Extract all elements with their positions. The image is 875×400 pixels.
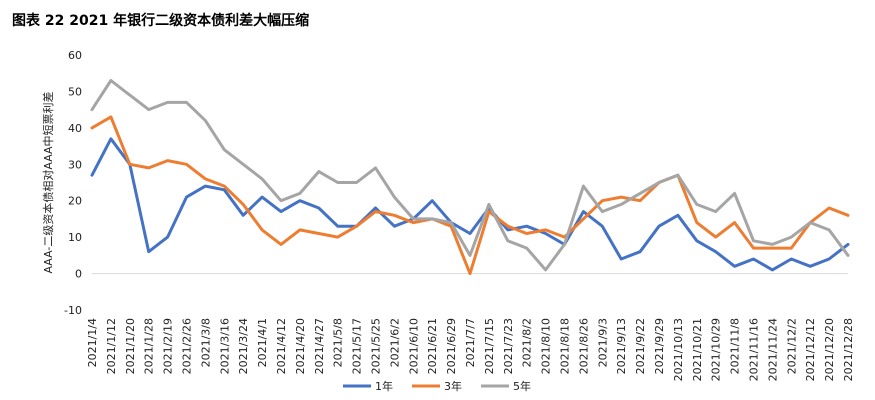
legend-label: 5年 [513,379,531,393]
legend-label: 3年 [444,379,462,393]
x-tick-label: 2021/9/3 [596,318,609,367]
x-tick-label: 2021/10/29 [710,318,723,381]
x-tick-label: 2021/2/26 [181,318,194,374]
x-tick-label: 2021/8/10 [540,318,553,374]
x-tick-label: 2021/1/20 [124,318,137,374]
y-tick-label: 30 [68,158,82,171]
x-tick-label: 2021/12/28 [842,318,855,381]
x-tick-label: 2021/12/12 [804,318,817,381]
x-tick-label: 2021/3/16 [218,318,231,374]
x-tick-label: 2021/11/8 [729,318,742,374]
y-tick-label: 60 [68,49,82,62]
x-tick-label: 2021/3/8 [199,318,212,367]
x-tick-label: 2021/1/28 [143,318,156,374]
x-tick-label: 2021/6/10 [407,318,420,374]
x-tick-label: 2021/6/21 [426,318,439,374]
x-tick-label: 2021/5/17 [351,318,364,374]
x-tick-label: 2021/4/27 [313,318,326,374]
y-axis-title: AAA-二级资本债相对AAA中短票利差 [41,91,55,273]
y-tick-label: 0 [75,268,82,281]
x-tick-label: 2021/7/7 [464,318,477,367]
x-tick-label: 2021/12/20 [823,318,836,381]
x-tick-label: 2021/7/15 [483,318,496,374]
x-tick-label: 2021/10/13 [672,318,685,381]
y-tick-label: 40 [68,122,82,135]
x-tick-label: 2021/6/29 [445,318,458,374]
x-tick-label: 2021/8/18 [559,318,572,374]
x-tick-label: 2021/1/4 [86,318,99,367]
y-tick-label: 20 [68,195,82,208]
chart-title: 图表 22 2021 年银行二级资本债利差大幅压缩 [12,13,310,29]
x-tick-label: 2021/11/16 [748,318,761,381]
legend-label: 1年 [375,379,393,393]
x-tick-label: 2021/12/2 [785,318,798,374]
x-tick-label: 2021/11/24 [766,318,779,381]
x-tick-label: 2021/9/13 [615,318,628,374]
series-line-1 [90,137,850,272]
x-tick-label: 2021/4/12 [275,318,288,374]
y-tick-label: 50 [68,85,82,98]
series-line-3 [90,79,850,272]
x-tick-label: 2021/5/25 [370,318,383,374]
x-tick-label: 2021/6/2 [388,318,401,367]
x-tick-label: 2021/4/20 [294,318,307,374]
x-tick-label: 2021/9/22 [634,318,647,374]
x-tick-label: 2021/2/19 [162,318,175,374]
x-tick-label: 2021/8/26 [577,318,590,374]
series-line-2 [90,115,850,276]
x-tick-label: 2021/10/21 [691,318,704,381]
x-tick-label: 2021/3/24 [237,318,250,374]
y-tick-label: -10 [64,304,82,317]
x-tick-label: 2021/5/8 [332,318,345,367]
x-tick-label: 2021/4/1 [256,318,269,367]
x-tick-label: 2021/7/23 [502,318,515,374]
x-tick-label: 2021/1/12 [105,318,118,374]
y-tick-label: 10 [68,231,82,244]
x-tick-label: 2021/9/29 [653,318,666,374]
x-tick-label: 2021/8/2 [521,318,534,367]
